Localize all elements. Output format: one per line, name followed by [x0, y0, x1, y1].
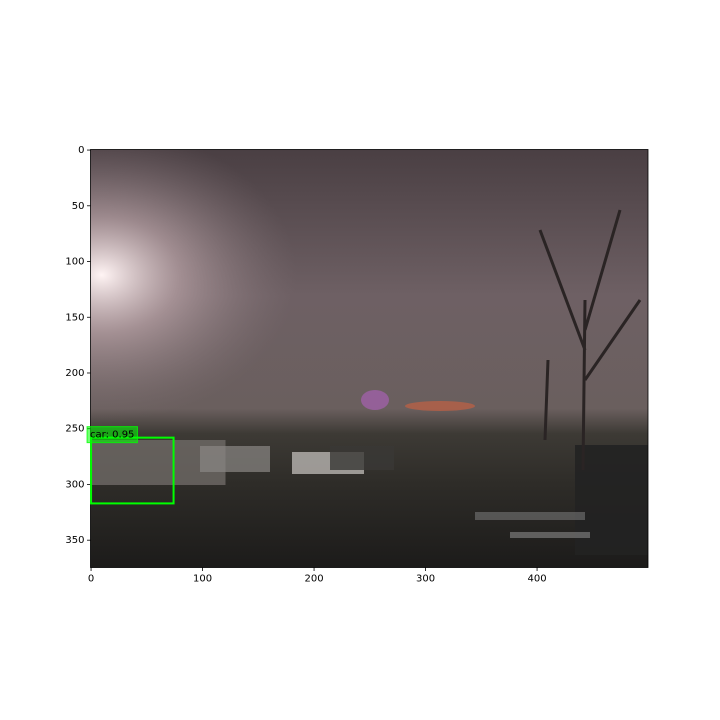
y-tick-label: 150: [65, 312, 84, 323]
detection-label: car: 0.95: [90, 430, 134, 441]
y-tick-label: 350: [65, 535, 84, 546]
y-tick-label: 0: [78, 145, 84, 156]
x-tick-label: 0: [88, 574, 94, 585]
axes-frame: [90, 149, 649, 568]
y-tick-label: 200: [65, 368, 84, 379]
y-tick-label: 100: [65, 257, 84, 268]
x-tick-label: 400: [528, 574, 547, 585]
detection-label-bg: [86, 426, 138, 444]
x-tick-label: 100: [193, 574, 212, 585]
y-tick-label: 250: [65, 424, 84, 435]
y-tick-label: 300: [65, 479, 84, 490]
x-tick-label: 200: [305, 574, 324, 585]
y-tick-label: 50: [72, 201, 85, 212]
photo: [90, 149, 648, 568]
x-tick-label: 300: [416, 574, 435, 585]
